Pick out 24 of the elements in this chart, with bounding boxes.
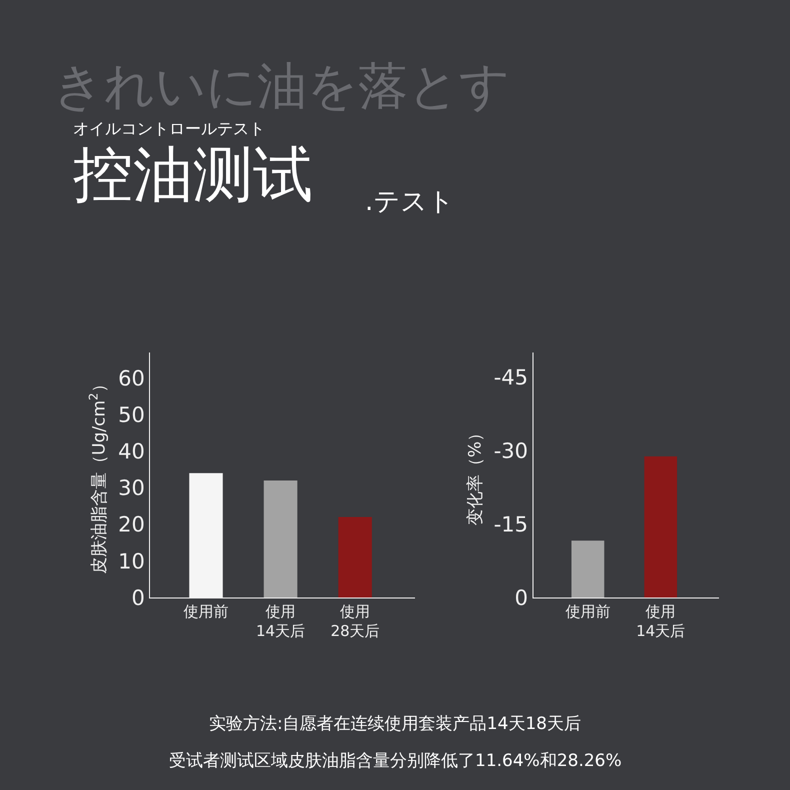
bar — [338, 517, 372, 598]
chart-subtitle: .テスト — [365, 187, 454, 217]
x-tick-label: 使用 28天后 — [330, 602, 380, 640]
y-tick-label: -30 — [494, 438, 528, 463]
y-tick-label: 40 — [118, 440, 145, 464]
y-tick-label: 60 — [118, 366, 145, 390]
chart-title: 控油测试 — [73, 140, 313, 210]
bar — [264, 480, 298, 598]
y-tick-label: 50 — [118, 402, 145, 427]
text: オイルコントロールテスト — [73, 119, 265, 138]
text: 受试者测试区域皮肤油脂含量分别降低了11.64%和28.26% — [169, 751, 622, 771]
x-tick-label: 使用前 — [565, 602, 610, 621]
y-tick-label: 20 — [118, 512, 145, 537]
y-tick-label: 0 — [514, 586, 528, 610]
x-tick-label: 使用 14天后 — [256, 602, 306, 640]
y-tick-label: -15 — [494, 512, 528, 536]
x-tick-label: 使用前 — [184, 602, 229, 621]
y-tick-label: -45 — [494, 365, 528, 390]
text: 实验方法:自愿者在连续使用套装产品14天18天后 — [209, 714, 581, 734]
y-tick-label: 0 — [132, 586, 145, 610]
y-tick-label: 30 — [118, 476, 145, 500]
y-axis-title: 变化率（%） — [465, 424, 486, 526]
x-tick-label: 使用 14天后 — [636, 602, 686, 640]
y-tick-label: 10 — [118, 549, 145, 574]
